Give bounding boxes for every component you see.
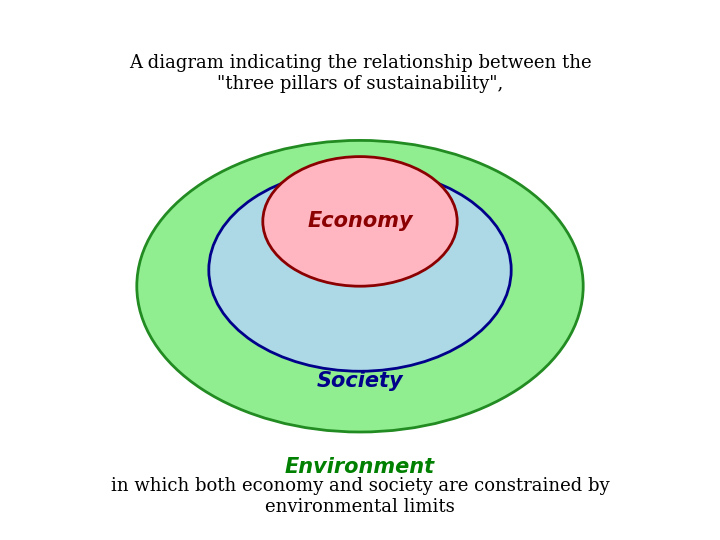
Ellipse shape bbox=[137, 140, 583, 432]
Text: in which both economy and society are constrained by
environmental limits: in which both economy and society are co… bbox=[111, 477, 609, 516]
Text: Society: Society bbox=[317, 370, 403, 391]
Ellipse shape bbox=[209, 168, 511, 372]
Text: Environment: Environment bbox=[285, 457, 435, 477]
Text: A diagram indicating the relationship between the
"three pillars of sustainabili: A diagram indicating the relationship be… bbox=[129, 54, 591, 93]
Text: Economy: Economy bbox=[307, 211, 413, 232]
Ellipse shape bbox=[263, 157, 457, 286]
